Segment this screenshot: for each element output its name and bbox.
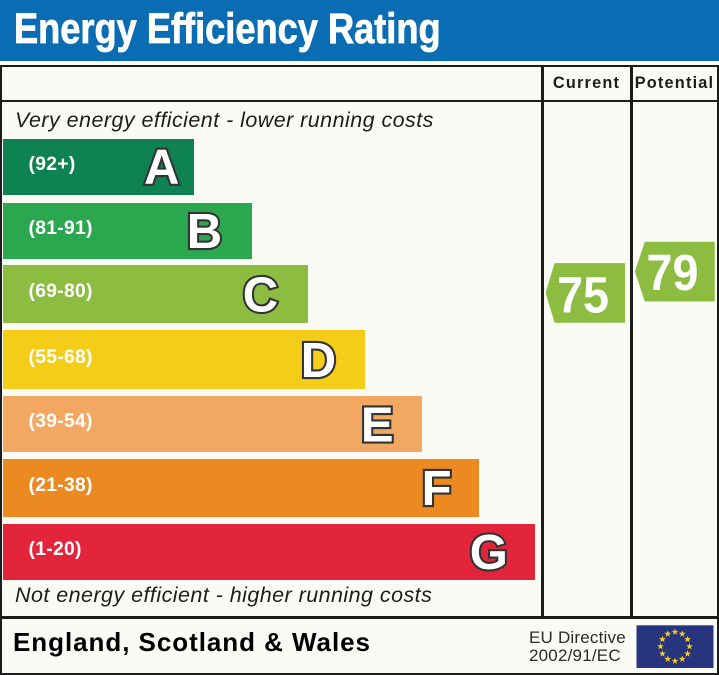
svg-text:E: E <box>361 399 394 453</box>
svg-text:79: 79 <box>647 244 699 301</box>
svg-text:A: A <box>144 140 179 194</box>
svg-text:F: F <box>422 462 452 516</box>
svg-text:D: D <box>301 334 336 388</box>
svg-text:B: B <box>187 205 222 259</box>
svg-text:G: G <box>470 526 508 580</box>
svg-text:75: 75 <box>557 266 609 323</box>
svg-text:C: C <box>243 269 278 323</box>
